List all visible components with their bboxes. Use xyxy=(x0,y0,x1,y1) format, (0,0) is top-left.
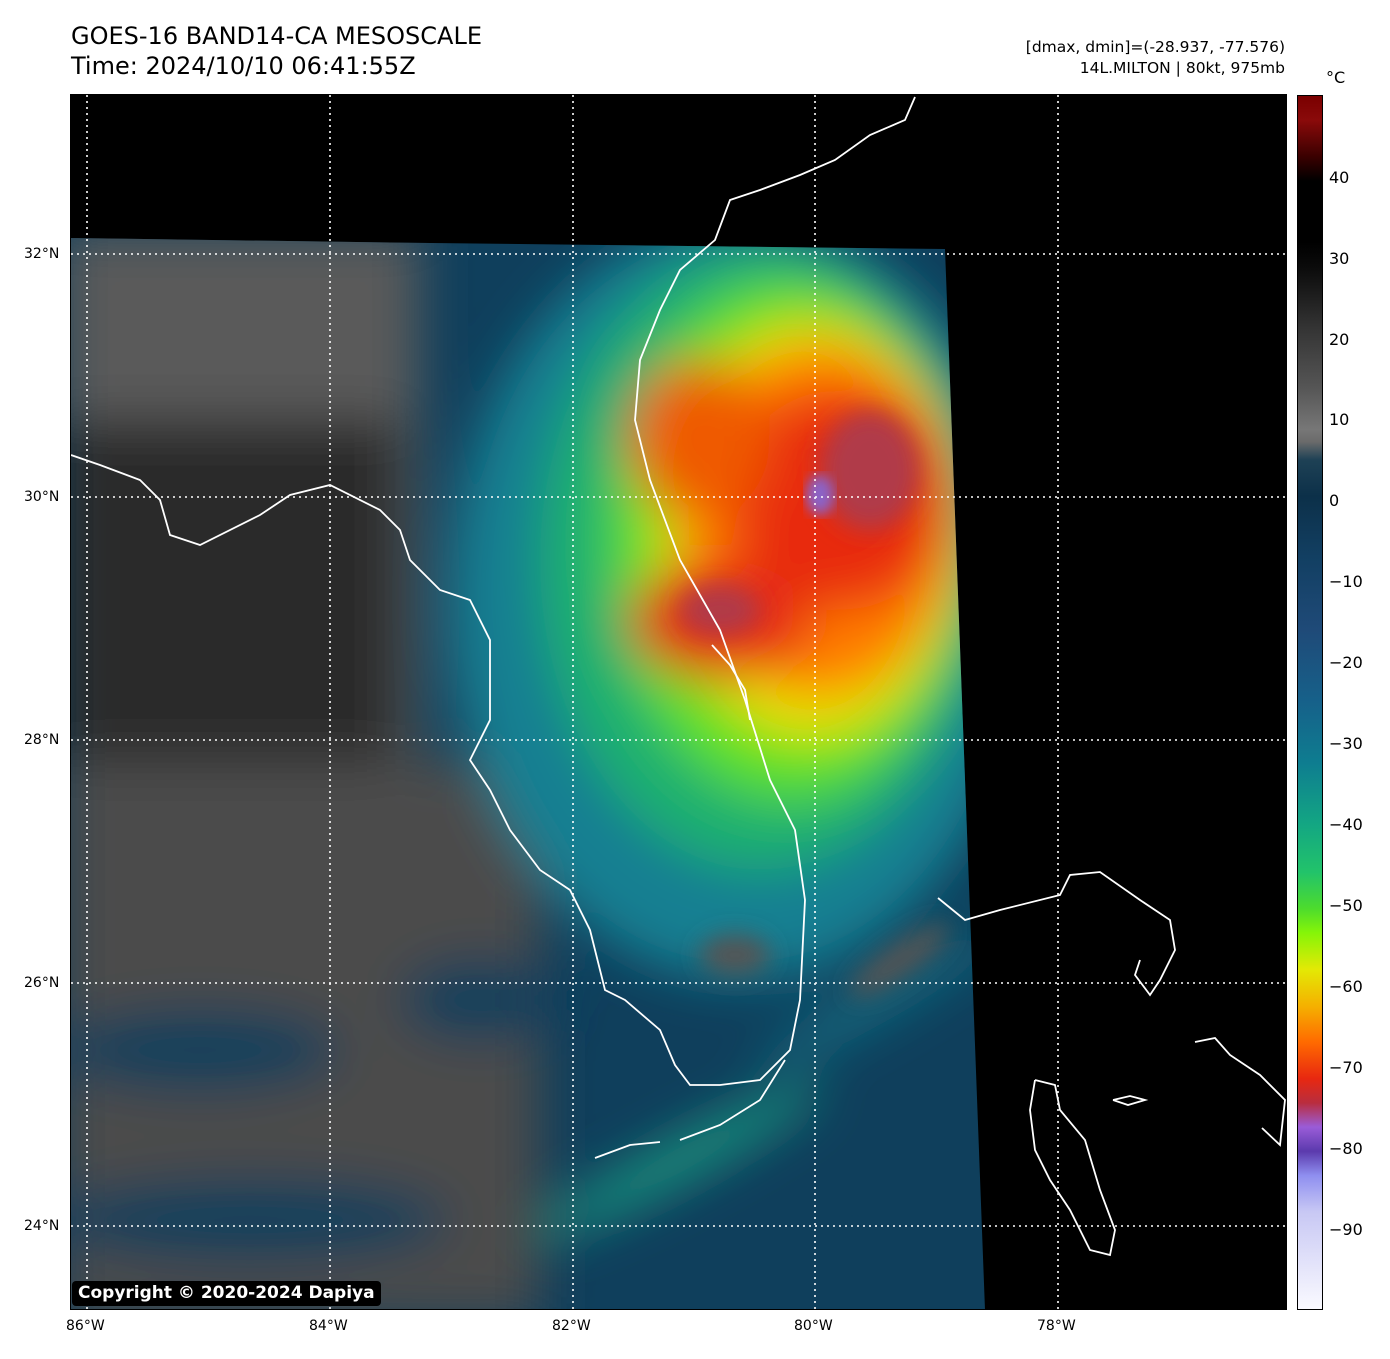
lon-label: 86°W xyxy=(66,1318,105,1334)
colorbar xyxy=(1297,95,1323,1310)
data-range: [dmax, dmin]=(-28.937, -77.576) xyxy=(1025,38,1285,56)
lat-label: 28°N xyxy=(24,732,60,748)
storm-info: 14L.MILTON | 80kt, 975mb xyxy=(1079,59,1285,77)
lon-label: 78°W xyxy=(1037,1318,1076,1334)
imagery xyxy=(71,238,985,1309)
colorbar-tick: −70 xyxy=(1329,1058,1363,1077)
lat-label: 30°N xyxy=(24,489,60,505)
map-canvas xyxy=(71,95,1286,1309)
colorbar-tick: 20 xyxy=(1329,330,1350,349)
lat-label: 26°N xyxy=(24,975,60,991)
lat-label: 32°N xyxy=(24,246,60,262)
colorbar-tick: −60 xyxy=(1329,977,1363,996)
chart-title: GOES-16 BAND14-CA MESOSCALE xyxy=(71,22,482,50)
observation-time: Time: 2024/10/10 06:41:55Z xyxy=(71,52,416,80)
colorbar-tick: −30 xyxy=(1329,734,1363,753)
colorbar-unit: °C xyxy=(1326,68,1346,87)
colorbar-tick: 40 xyxy=(1329,168,1350,187)
colorbar-tick: 10 xyxy=(1329,410,1350,429)
copyright-label: Copyright © 2020-2024 Dapiya xyxy=(72,1281,381,1306)
gridlines xyxy=(71,95,1286,1309)
satellite-map xyxy=(70,94,1287,1310)
colorbar-tick: 0 xyxy=(1329,491,1340,510)
coastlines xyxy=(71,96,1286,1257)
lon-label: 84°W xyxy=(309,1318,348,1334)
colorbar-tick: −50 xyxy=(1329,896,1363,915)
colorbar-tick: −40 xyxy=(1329,815,1363,834)
lat-label: 24°N xyxy=(24,1218,60,1234)
colorbar-tick: −20 xyxy=(1329,653,1363,672)
lon-label: 80°W xyxy=(794,1318,833,1334)
lon-label: 82°W xyxy=(552,1318,591,1334)
colorbar-tick: −10 xyxy=(1329,572,1363,591)
colorbar-tick: −90 xyxy=(1329,1220,1363,1239)
colorbar-tick: −80 xyxy=(1329,1139,1363,1158)
colorbar-tick: 30 xyxy=(1329,249,1350,268)
